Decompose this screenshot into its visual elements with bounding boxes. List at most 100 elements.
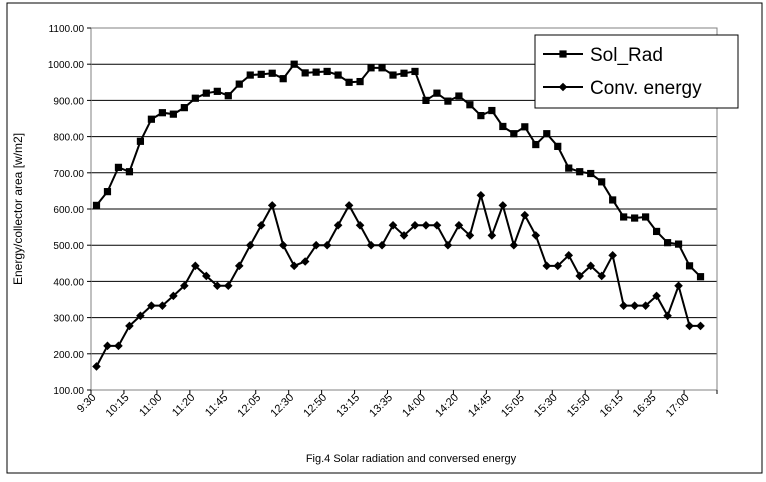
data-point [674,281,683,291]
data-point [257,70,265,78]
data-point [366,240,376,250]
data-point [235,80,243,88]
data-point [334,71,342,79]
data-point [234,261,244,271]
y-tick-label: 200.00 [53,350,84,361]
data-point [212,281,222,291]
y-tick-label: 700.00 [53,169,84,180]
data-point [630,301,639,310]
data-point [191,261,200,271]
data-point [125,321,134,331]
series-layer [92,60,705,371]
x-tick-label: 14:20 [433,392,461,420]
x-tick-label: 15:30 [532,392,560,420]
data-point [344,201,354,210]
x-tick-label: 11:45 [203,392,230,419]
data-point [652,227,661,236]
series-line [95,191,701,367]
data-point [367,64,375,72]
x-tick-label: 14:00 [400,392,428,420]
data-point [432,220,442,230]
data-point [554,142,562,150]
data-point [202,271,211,281]
data-point [422,96,430,104]
data-point [345,78,353,86]
data-point [311,240,321,250]
x-tick-label: 12:50 [301,392,329,420]
data-point [300,257,310,266]
y-tick-label: 500.00 [53,241,84,252]
legend-entry: Sol_Rad [543,45,663,66]
data-point [454,220,464,230]
data-point [685,321,694,331]
data-point [520,210,530,220]
data-point [290,60,298,68]
data-point [400,69,408,77]
data-point [191,94,199,102]
data-point [125,168,134,176]
data-point [147,301,156,310]
data-point [245,240,255,250]
data-point [597,271,606,281]
x-axis-ticks: 9:30 10:15 11:00 11:20 11:45 12:05 12:30 12:50 1… [75,390,718,420]
data-point [411,67,419,76]
x-tick-label: 12:30 [268,392,296,420]
data-point [114,341,123,351]
data-point [92,201,101,209]
x-tick-label: 13:15 [334,392,362,420]
y-tick-label: 1100.00 [49,24,85,35]
data-point [333,220,343,230]
data-point [652,291,661,301]
data-point [268,69,276,77]
data-point [378,64,386,72]
data-point [103,188,112,196]
data-point [278,240,288,250]
data-point [543,130,551,138]
y-axis-ticks: 100.00 200.00 300.00 400.00 500.00 600.00 700.… [48,24,91,397]
data-point [466,101,474,109]
data-point [565,164,573,172]
data-point [586,261,596,271]
data-point [509,240,519,250]
data-point [202,89,210,97]
data-point [696,321,705,331]
data-point [521,123,529,131]
x-tick-label: 11:00 [137,392,164,419]
data-point [267,201,277,210]
data-point [433,89,441,97]
x-tick-label: 12:05 [235,392,263,420]
data-point [323,67,331,76]
legend-box [534,34,739,109]
data-point [389,71,397,79]
legend: Sol_Rad Conv. energy [534,34,739,109]
data-point [223,281,233,291]
data-point [114,163,123,171]
data-point [542,261,552,271]
data-point [564,251,574,260]
data-point [92,362,101,371]
data-point [213,87,221,95]
y-tick-label: 600.00 [53,205,84,216]
data-point [642,213,650,221]
data-point [608,251,617,260]
data-point [158,301,167,310]
legend-marker [559,50,567,58]
y-tick-label: 400.00 [53,277,84,288]
x-tick-label: 15:50 [565,392,593,420]
data-point [388,220,398,230]
data-point [356,77,364,86]
data-point [576,168,584,176]
data-point [279,75,287,83]
data-point [685,262,694,270]
data-point [619,301,628,310]
legend-label: Conv. energy [590,78,702,99]
x-tick-label: 14:45 [466,392,494,420]
data-point [289,261,299,271]
data-point [322,240,332,250]
data-point [103,341,112,351]
data-point [476,190,486,200]
data-point [301,69,309,77]
data-point [246,71,254,79]
data-point [696,273,705,281]
